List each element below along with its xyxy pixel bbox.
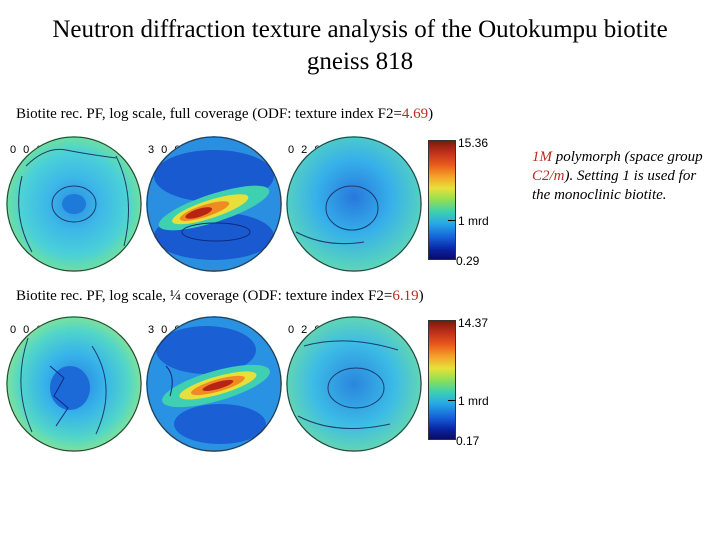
note-polymorph: 1M [532,149,552,165]
page-title: Neutron diffraction texture analysis of … [52,16,668,75]
note-line1: polymorph (space group [552,149,703,165]
polymorph-note: 1M polymorph (space group C2/m). Setting… [532,148,714,205]
row2-f2-value: 6.19 [392,288,419,304]
row2-color-scale [428,320,456,440]
row2-scale-mid: 1 mrd [458,394,489,408]
row2-caption: Biotite rec. PF, log scale, ¼ coverage (… [16,288,424,305]
row1-pole-figure-002 [6,136,142,272]
row1-color-scale [428,140,456,260]
row1-scale-min: 0.29 [456,254,480,268]
row2-scale-tick [448,400,456,401]
row2-caption-prefix: Biotite rec. PF, log scale, ¼ coverage (… [16,288,393,304]
row1-pole-figure-300 [146,136,282,272]
row1-scale-max: 15.36 [458,136,489,150]
row1-pole-figure-020 [286,136,422,272]
row2-pole-figure-020 [286,316,422,452]
row2-scale-min: 0.17 [456,434,480,448]
row2-scale-max: 14.37 [458,316,489,330]
row1-scale-mid: 1 mrd [458,214,489,228]
row1-caption: Biotite rec. PF, log scale, full coverag… [16,106,433,123]
row1-caption-suffix: ) [428,106,434,122]
note-line2: ). Setting 1 is used for the monoclinic … [532,168,697,203]
row1-f2-value: 4.69 [401,106,429,122]
row2-pole-figure-300 [146,316,282,452]
row1-caption-prefix: Biotite rec. PF, log scale, full coverag… [16,106,402,122]
row2-pole-figure-002 [6,316,142,452]
row2-caption-suffix: ) [418,288,424,304]
note-space-group: C2/m [532,168,565,184]
row1-scale-tick [448,220,456,221]
